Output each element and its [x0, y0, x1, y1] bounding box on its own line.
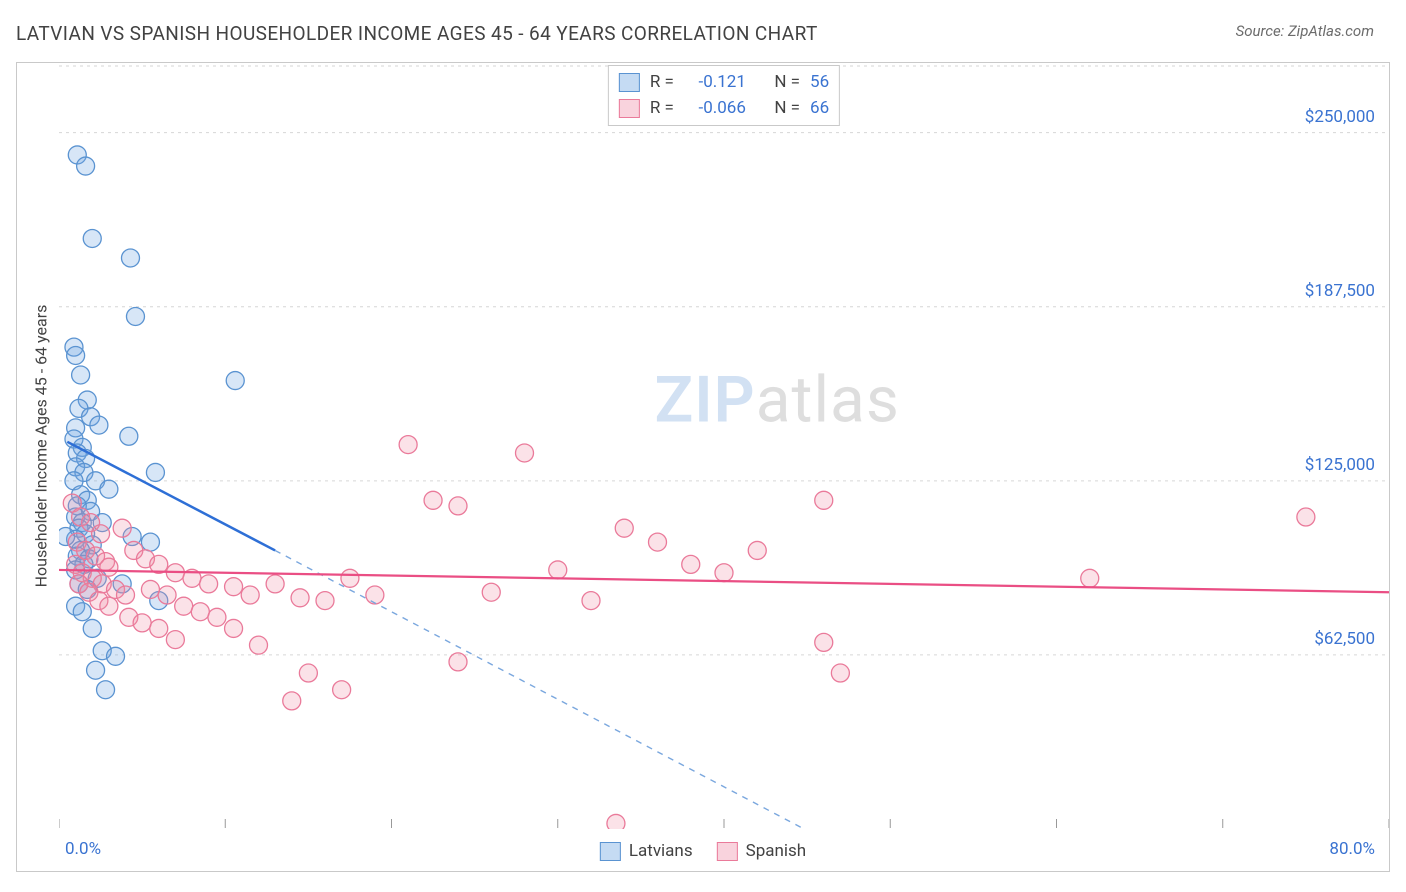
legend-label: Latvians	[629, 841, 693, 861]
source-attribution: Source: ZipAtlas.com	[1236, 22, 1374, 40]
chart-title: LATVIAN VS SPANISH HOUSEHOLDER INCOME AG…	[16, 22, 818, 45]
swatch-blue-icon	[619, 73, 640, 92]
chart-container: Householder Income Ages 45 - 64 years ZI…	[16, 62, 1390, 872]
legend-label: Spanish	[746, 841, 807, 861]
scatter-plot	[59, 63, 1389, 829]
legend: Latvians Spanish	[600, 841, 806, 861]
swatch-pink-icon	[717, 842, 738, 861]
correlation-stats-box: R = -0.121 N = 56 R = -0.066 N = 66	[608, 65, 840, 126]
x-axis-min-label: 0.0%	[65, 839, 101, 859]
swatch-pink-icon	[619, 99, 640, 118]
stats-row-spanish: R = -0.066 N = 66	[619, 96, 829, 122]
x-axis-max-label: 80.0%	[1329, 839, 1375, 859]
legend-item-spanish: Spanish	[717, 841, 807, 861]
y-tick-label: $250,000	[1305, 107, 1375, 127]
y-tick-label: $62,500	[1314, 629, 1375, 649]
legend-item-latvians: Latvians	[600, 841, 693, 861]
swatch-blue-icon	[600, 842, 621, 861]
y-tick-label: $187,500	[1305, 281, 1375, 301]
y-axis-label: Householder Income Ages 45 - 64 years	[32, 305, 51, 588]
y-tick-label: $125,000	[1305, 455, 1375, 475]
stats-row-latvians: R = -0.121 N = 56	[619, 70, 829, 96]
plot-area: Householder Income Ages 45 - 64 years ZI…	[59, 63, 1389, 829]
